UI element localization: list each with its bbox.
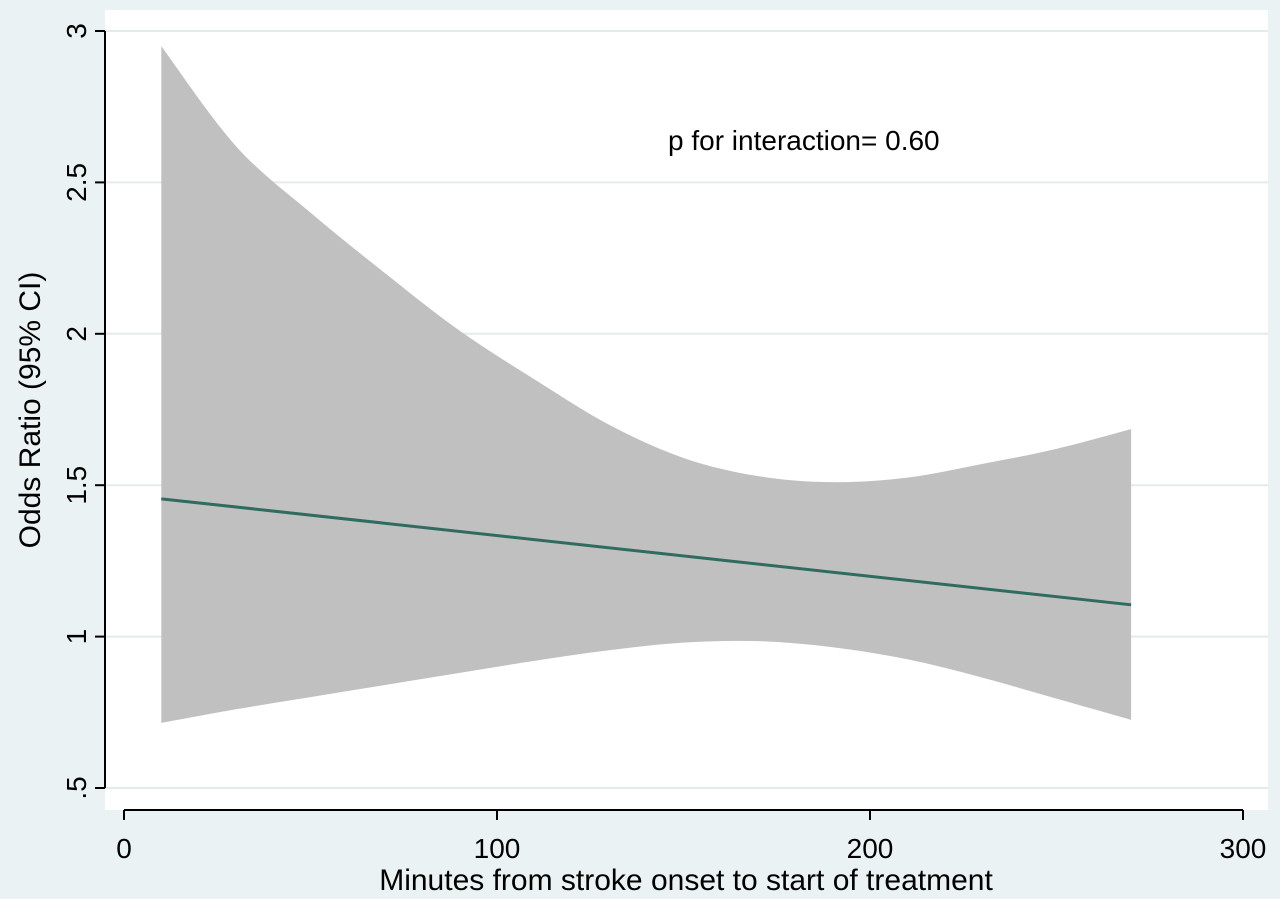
x-tick-label: 200 — [847, 833, 894, 864]
series-line — [161, 497, 1132, 607]
y-tick-label: 1.5 — [61, 466, 92, 505]
axes — [104, 31, 1243, 811]
y-tick-label: 3 — [61, 23, 92, 39]
y-tick-label: 2 — [61, 326, 92, 342]
confidence-band — [161, 46, 1132, 723]
ci-band — [161, 46, 1132, 723]
x-tick-label: 300 — [1220, 833, 1267, 864]
y-tick-label: 1 — [61, 629, 92, 645]
annotation-text: p for interaction= 0.60 — [668, 125, 940, 156]
y-axis-title: Odds Ratio (95% CI) — [14, 272, 47, 549]
x-tick-label: 100 — [474, 833, 521, 864]
y-tick-label: .5 — [61, 776, 92, 799]
y-ticks: .5 1 1.5 2 2.5 3 — [61, 23, 105, 800]
x-axis-title: Minutes from stroke onset to start of tr… — [379, 864, 993, 897]
odds-ratio-line — [161, 497, 1132, 607]
x-ticks: 0 100 200 300 — [116, 810, 1266, 864]
x-tick-label: 0 — [116, 833, 132, 864]
y-tick-label: 2.5 — [61, 163, 92, 202]
